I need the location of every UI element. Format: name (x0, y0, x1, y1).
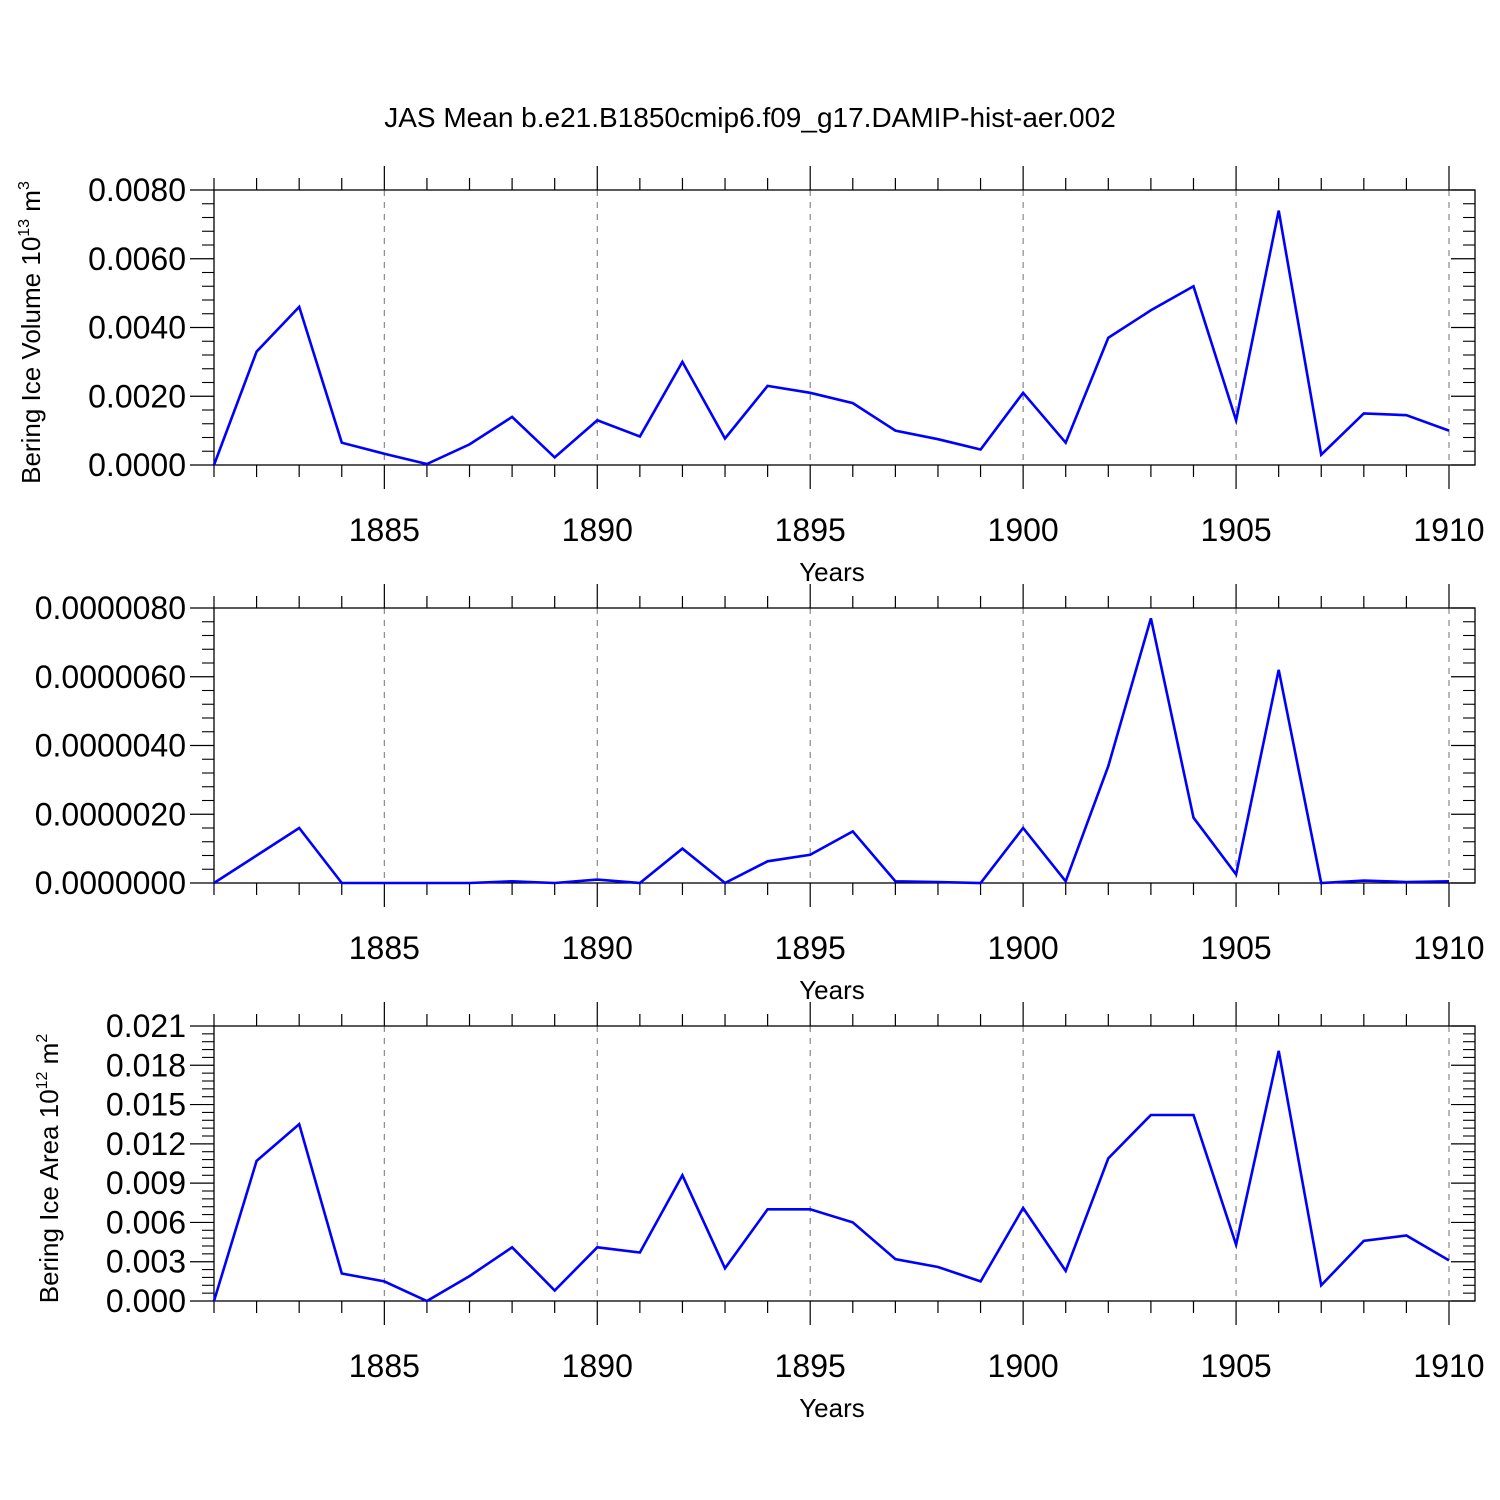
y-tick-label: 0.0000080 (35, 590, 186, 626)
plot-frame (213, 607, 1476, 884)
series-line-series2 (213, 617, 1450, 885)
panel-2: 0.0000000 0.0000020 0.0000040 0.0000060 0.00… (35, 584, 1485, 1005)
y-tick-label: 0.0000 (88, 447, 186, 483)
y-tick-label: 0.006 (106, 1204, 186, 1240)
y-tick-label: 0.0000000 (35, 865, 186, 901)
x-axis-label: Years (799, 557, 865, 587)
x-tick-label: 1900 (988, 512, 1059, 548)
x-tick-label: 1885 (349, 1348, 420, 1384)
x-tick-label: 1890 (562, 512, 633, 548)
y-tick-label: 0.0040 (88, 310, 186, 346)
x-axis-label: Years (799, 1393, 865, 1423)
x-tick-label: 1900 (988, 930, 1059, 966)
x-tick-label: 1890 (562, 930, 633, 966)
y-tick-label: 0.0000060 (35, 659, 186, 695)
x-tick-label: 1905 (1200, 1348, 1271, 1384)
y-tick-label: 0.0000040 (35, 728, 186, 764)
x-tick-label: 1885 (349, 512, 420, 548)
x-tick-label: 1905 (1200, 512, 1271, 548)
x-tick-label: 1905 (1200, 930, 1271, 966)
y-tick-label: 0.0020 (88, 378, 186, 414)
x-tick-label: 1895 (775, 1348, 846, 1384)
y-tick-label: 0.021 (106, 1008, 186, 1044)
x-tick-label: 1910 (1413, 1348, 1484, 1384)
x-tick-label: 1910 (1413, 930, 1484, 966)
y-tick-label: 0.009 (106, 1165, 186, 1201)
y-axis-label: Bering Ice Volume 1013 m3 (16, 181, 46, 484)
x-axis-label: Years (799, 975, 865, 1005)
y-tick-label: 0.018 (106, 1047, 186, 1083)
y-tick-label: 0.0080 (88, 172, 186, 208)
y-tick-label: 0.0000020 (35, 796, 186, 832)
panel-1: 0.0000 0.0020 0.0040 0.0060 0.0080 1885 1890 18… (16, 166, 1485, 587)
plot-frame (213, 189, 1476, 466)
x-tick-label: 1895 (775, 512, 846, 548)
series-line-volume (212, 210, 1450, 466)
x-tick-label: 1900 (988, 1348, 1059, 1384)
y-tick-label: 0.015 (106, 1087, 186, 1123)
plot-frame (213, 1025, 1476, 1302)
y-axis-label: Bering Ice Area 1012 m2 (34, 1034, 64, 1304)
x-tick-label: 1885 (349, 930, 420, 966)
x-tick-label: 1910 (1413, 512, 1484, 548)
y-tick-label: 0.000 (106, 1283, 186, 1319)
series-line-area (212, 1050, 1450, 1303)
x-tick-label: 1890 (562, 1348, 633, 1384)
chart-title: JAS Mean b.e21.B1850cmip6.f09_g17.DAMIP-… (384, 102, 1116, 133)
y-tick-label: 0.0060 (88, 241, 186, 277)
y-tick-label: 0.003 (106, 1244, 186, 1280)
y-tick-label: 0.012 (106, 1126, 186, 1162)
x-tick-label: 1895 (775, 930, 846, 966)
panels: 0.0000 0.0020 0.0040 0.0060 0.0080 1885 1890 18… (16, 166, 1485, 1423)
